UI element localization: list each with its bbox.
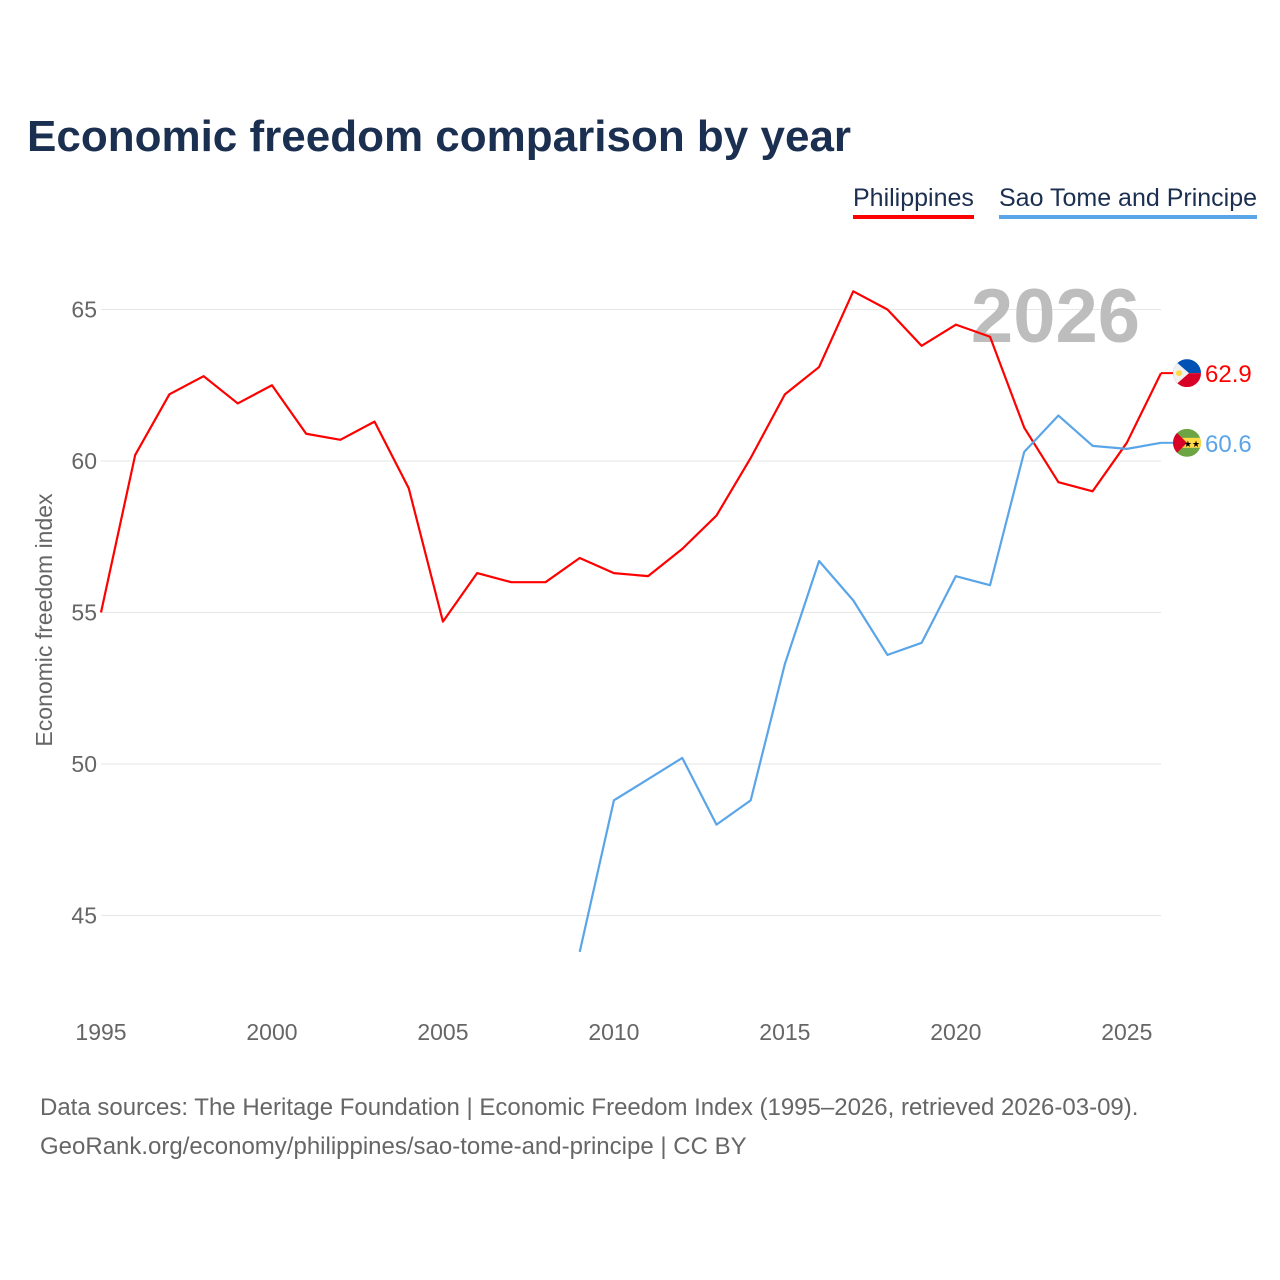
x-tick-label: 2010 xyxy=(588,1019,639,1045)
y-tick-label: 50 xyxy=(71,751,97,777)
x-tick-label: 2000 xyxy=(246,1019,297,1045)
series-line-philippines xyxy=(99,290,1162,623)
x-tick-label: 1995 xyxy=(75,1019,126,1045)
x-tick-label: 2005 xyxy=(417,1019,468,1045)
y-tick-label: 45 xyxy=(71,903,97,929)
y-tick-label: 55 xyxy=(71,600,97,626)
svg-text:★★: ★★ xyxy=(1184,439,1200,449)
end-value-label: 60.6 xyxy=(1205,431,1252,458)
legend-philippines[interactable]: Philippines xyxy=(853,184,974,219)
year-watermark: 2026 xyxy=(971,274,1140,359)
sao-tome-flag-icon: ★★ xyxy=(1173,428,1201,457)
y-tick-label: 65 xyxy=(71,297,97,323)
legend-sao-tome[interactable]: Sao Tome and Principe xyxy=(999,184,1258,219)
y-axis-label: Economic freedom index xyxy=(31,493,57,747)
y-tick-label: 60 xyxy=(71,448,97,474)
end-value-label: 62.9 xyxy=(1205,361,1252,388)
series-line-sao-tome xyxy=(578,414,1162,953)
philippines-flag-icon xyxy=(1173,359,1201,388)
x-tick-label: 2025 xyxy=(1101,1019,1152,1045)
x-tick-label: 2015 xyxy=(759,1019,810,1045)
footer-sources: Data sources: The Heritage Foundation | … xyxy=(40,1094,1139,1121)
x-tick-label: 2020 xyxy=(930,1019,981,1045)
chart-title: Economic freedom comparison by year xyxy=(27,112,852,161)
footer: Data sources: The Heritage Foundation | … xyxy=(40,1088,1138,1166)
footer-attribution[interactable]: GeoRank.org/economy/philippines/sao-tome… xyxy=(40,1133,747,1160)
